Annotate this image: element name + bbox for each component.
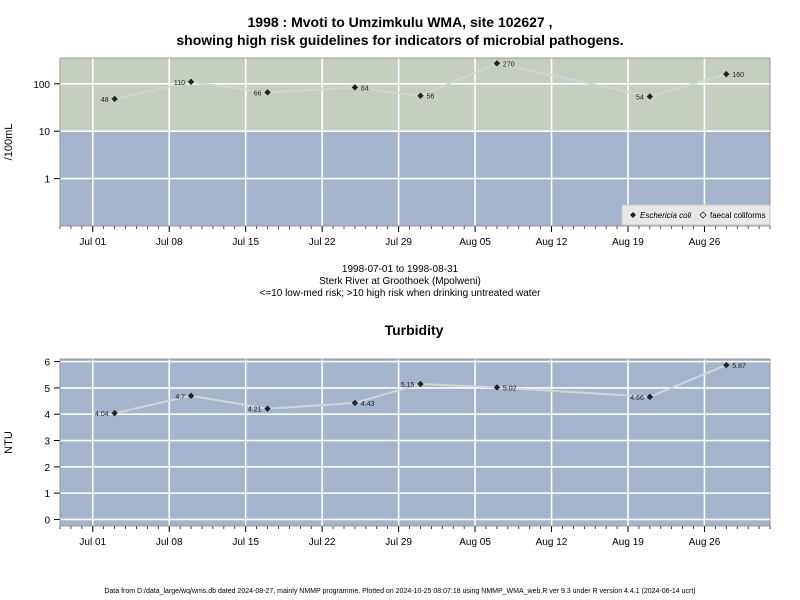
y-tick-label: 5 [44, 384, 50, 395]
legend-faecal-label: faecal coliforms [710, 211, 766, 220]
x-tick-label: Jul 15 [232, 237, 259, 248]
data-point [417, 380, 424, 388]
ecoli-marker [630, 212, 636, 218]
y-tick-label: 10 [39, 127, 51, 138]
x-tick-label: Aug 12 [536, 537, 568, 548]
x-tick-label: Jul 29 [385, 537, 412, 548]
y-tick-label: 1 [44, 175, 50, 186]
series-line [114, 364, 727, 415]
data-label: 160 [732, 72, 744, 79]
data-label: 5.02 [503, 385, 517, 392]
legend-box [621, 204, 771, 226]
chart-title-line1: 1998 : Mvoti to Umzimkulu WMA, site 1026… [247, 14, 553, 30]
data-label: 4.43 [361, 401, 375, 408]
data-label: 48 [101, 97, 109, 104]
data-point [111, 95, 118, 103]
faecal-coliforms-marker [699, 211, 707, 219]
x-tick-label: Aug 05 [459, 237, 491, 248]
data-point [493, 60, 501, 67]
x-tick-label: Jul 22 [309, 237, 336, 248]
legend: Eschericia coli faecal coliforms [621, 204, 771, 226]
data-label: 4.21 [248, 407, 262, 414]
data-label: 84 [361, 85, 369, 92]
y-tick-label: 2 [44, 463, 50, 474]
data-point [187, 392, 195, 400]
plot-border [59, 358, 771, 527]
x-tick-label: Aug 19 [612, 537, 644, 548]
data-label: 110 [174, 80, 185, 87]
data-label: 4.7 [175, 394, 185, 401]
turbidity-title: Turbidity [385, 322, 444, 338]
data-label: 4.04 [95, 411, 109, 418]
x-tick-label: Jul 08 [156, 237, 183, 248]
microbial-chart: Jul 01 Jul 08 Jul 15 Jul 22 Jul 29 Aug 05 Aug … [3, 57, 771, 248]
y-axis-label: /100mL [3, 124, 15, 161]
x-tick-label: Aug 12 [536, 237, 568, 248]
data-label: 54 [636, 94, 644, 101]
chart-title-line2: showing high risk guidelines for indicat… [176, 32, 624, 48]
x-tick-label: Jul 29 [385, 237, 412, 248]
data-label: 56 [426, 94, 434, 101]
y-tick-label: 100 [33, 80, 50, 91]
data-point [111, 409, 118, 417]
y-tick-label: 0 [44, 515, 50, 526]
data-point [187, 78, 195, 86]
data-point [264, 405, 271, 412]
date-range-caption: 1998-07-01 to 1998-08-31 [341, 264, 459, 275]
x-tick-label: Jul 15 [232, 537, 259, 548]
y-tick-label: 1 [44, 489, 50, 500]
x-tick-label: Aug 26 [689, 237, 721, 248]
data-point [723, 361, 730, 369]
data-label: 5.87 [732, 363, 746, 370]
x-tick-label: Aug 19 [612, 237, 644, 248]
data-point [351, 399, 359, 407]
turbidity-chart: Jul 01 Jul 08 Jul 15 Jul 22 Jul 29 Aug 05 Aug … [3, 322, 771, 548]
risk-note-caption: <=10 low-med risk; >10 high risk when dr… [259, 288, 541, 299]
site-name-caption: Sterk River at Groothoek (Mpolweni) [319, 276, 481, 287]
data-point [264, 89, 271, 96]
x-tick-label: Jul 01 [79, 537, 106, 548]
y-tick-label: 6 [44, 358, 50, 369]
series-line [114, 62, 727, 100]
x-tick-label: Jul 01 [79, 237, 106, 248]
legend-ecoli-label: Eschericia coli [640, 211, 691, 220]
plot-background [60, 359, 770, 526]
data-label: 66 [254, 90, 262, 97]
data-label: 270 [503, 61, 515, 68]
y-axis-label: NTU [3, 431, 15, 454]
x-tick-label: Jul 08 [156, 537, 183, 548]
data-point [493, 384, 501, 391]
data-point [646, 93, 654, 100]
y-tick-label: 3 [44, 437, 50, 448]
x-tick-label: Jul 22 [309, 537, 336, 548]
data-point [351, 84, 359, 91]
data-label: 4.66 [630, 395, 644, 402]
y-tick-label: 4 [44, 410, 50, 421]
footer-note: Data from D:/data_large/wq/wms.db dated … [104, 588, 696, 595]
data-point [723, 70, 730, 78]
plot-border [59, 57, 771, 227]
data-label: 5.15 [401, 382, 415, 389]
x-tick-label: Aug 05 [459, 537, 491, 548]
data-point [417, 92, 424, 99]
x-tick-label: Aug 26 [689, 537, 721, 548]
data-point [646, 393, 654, 401]
